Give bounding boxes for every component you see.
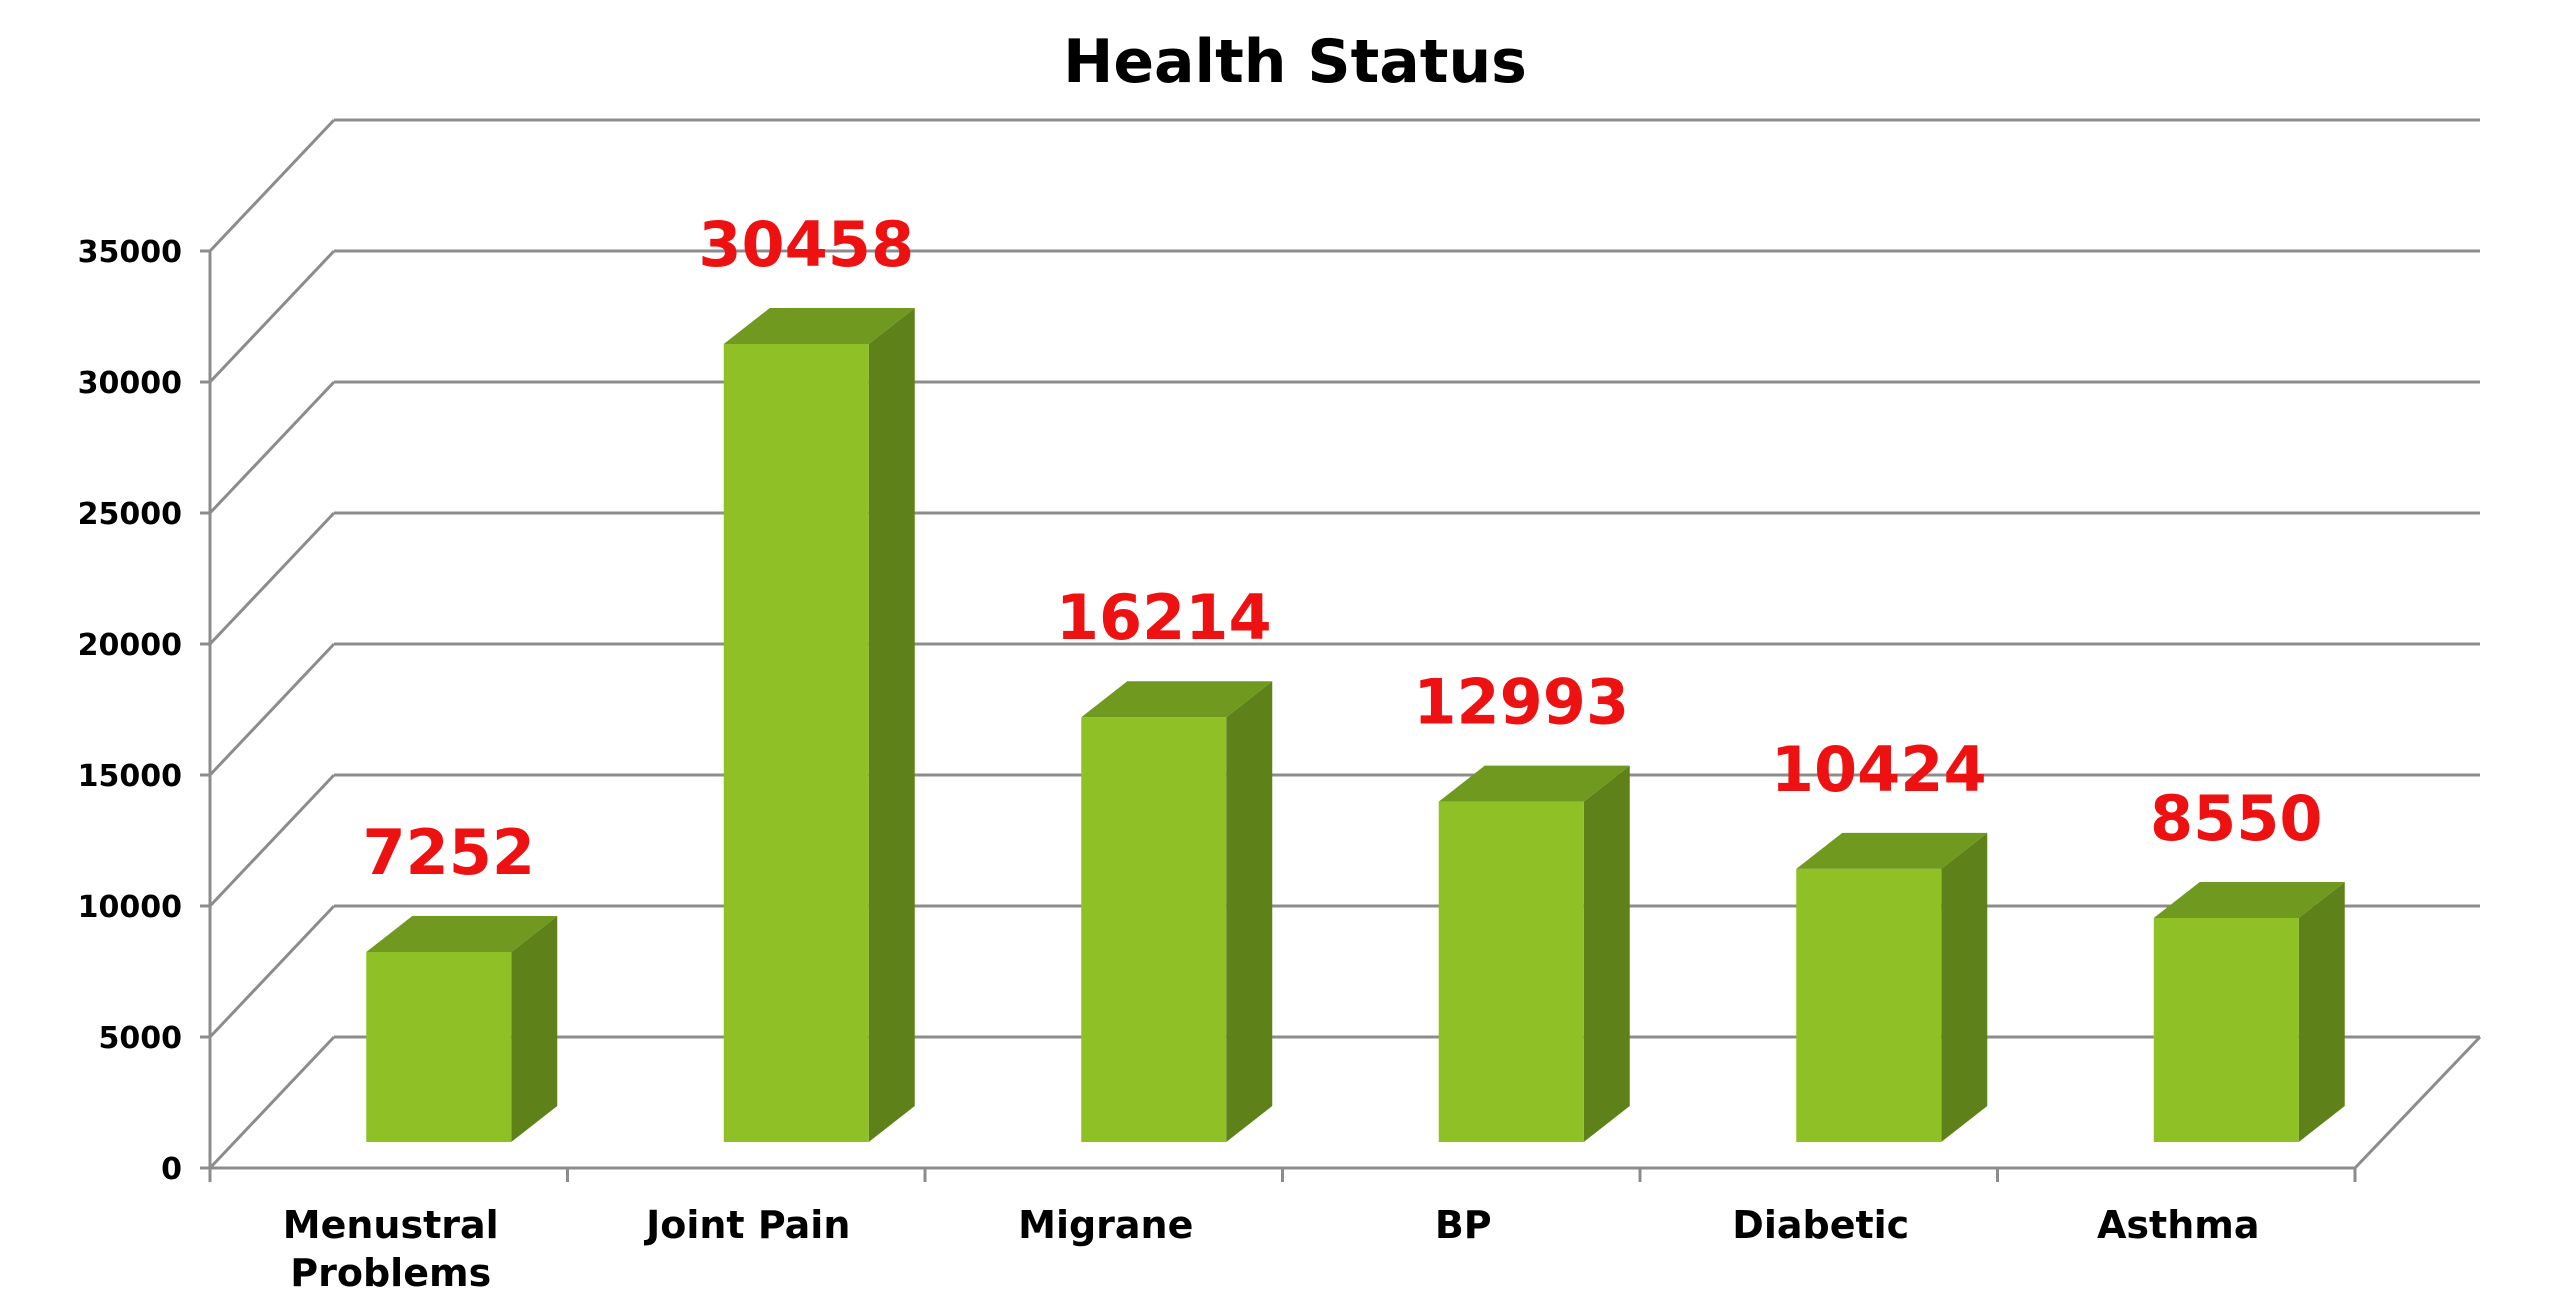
bar-front — [1438, 801, 1584, 1142]
bar-top — [723, 308, 915, 345]
bar-side — [1941, 832, 1988, 1142]
data-label: 30458 — [698, 208, 914, 281]
y-tick-label: 30000 — [78, 366, 182, 401]
category-label: Asthma — [2097, 1203, 2259, 1247]
category-label: BP — [1435, 1203, 1492, 1247]
bar-side — [2298, 881, 2345, 1142]
category-label: Migrane — [1018, 1203, 1193, 1247]
y-axis-ticks: 0 5000 10000 15000 20000 25000 30000 35000 — [78, 235, 210, 1187]
bar-top — [1081, 681, 1273, 718]
bar-side — [1226, 681, 1273, 1142]
bar-front — [366, 951, 512, 1142]
gridlines — [208, 118, 2482, 1170]
bar-side — [1583, 765, 1630, 1142]
y-tick-label: 5000 — [99, 1021, 183, 1056]
bar — [1081, 681, 1273, 1142]
bar — [723, 308, 915, 1143]
data-label: 10424 — [1771, 733, 1987, 806]
bars — [366, 308, 2345, 1143]
bar-front — [2153, 917, 2299, 1142]
bar — [1796, 832, 1988, 1142]
gridline-side — [208, 773, 336, 908]
y-tick-label: 15000 — [78, 759, 182, 794]
y-tick-label: 25000 — [78, 497, 182, 532]
gridline-side — [208, 380, 336, 515]
data-label: 12993 — [1413, 666, 1629, 739]
bar-top — [2153, 881, 2345, 918]
data-label: 7252 — [362, 816, 535, 889]
x-axis-categories: Menustral Problems Joint Pain Migrane BP Diab… — [283, 1203, 2260, 1295]
bar-side — [511, 915, 558, 1142]
y-tick-label: 0 — [161, 1152, 182, 1187]
bar-front — [723, 344, 869, 1143]
category-label: Diabetic — [1732, 1203, 1909, 1247]
bar-top — [1438, 765, 1630, 802]
y-tick-label: 10000 — [78, 890, 182, 925]
data-label: 16214 — [1056, 581, 1272, 654]
data-labels: 7252 30458 16214 12993 10424 8550 — [362, 208, 2322, 889]
category-label: Joint Pain — [643, 1203, 850, 1247]
gridline-side — [208, 1035, 336, 1170]
bar-front — [1081, 717, 1227, 1142]
gridline-side — [208, 642, 336, 777]
axes — [208, 251, 2357, 1182]
chart-title: Health Status — [1063, 27, 1527, 97]
bar — [2153, 881, 2345, 1142]
bar-top — [366, 915, 558, 952]
y-tick-label: 20000 — [78, 628, 182, 663]
gridline-side — [208, 118, 336, 253]
bar-top — [1796, 832, 1988, 869]
floor-edge — [2353, 1035, 2482, 1170]
gridline-side — [208, 904, 336, 1039]
bar — [1438, 765, 1630, 1142]
bar-front — [1796, 868, 1942, 1142]
category-label: Menustral Problems — [283, 1203, 499, 1295]
data-label: 8550 — [2150, 782, 2323, 855]
bar-side — [868, 308, 915, 1143]
bar — [366, 915, 558, 1142]
gridline-side — [208, 511, 336, 646]
gridline-side — [208, 249, 336, 384]
y-tick-label: 35000 — [78, 235, 182, 270]
